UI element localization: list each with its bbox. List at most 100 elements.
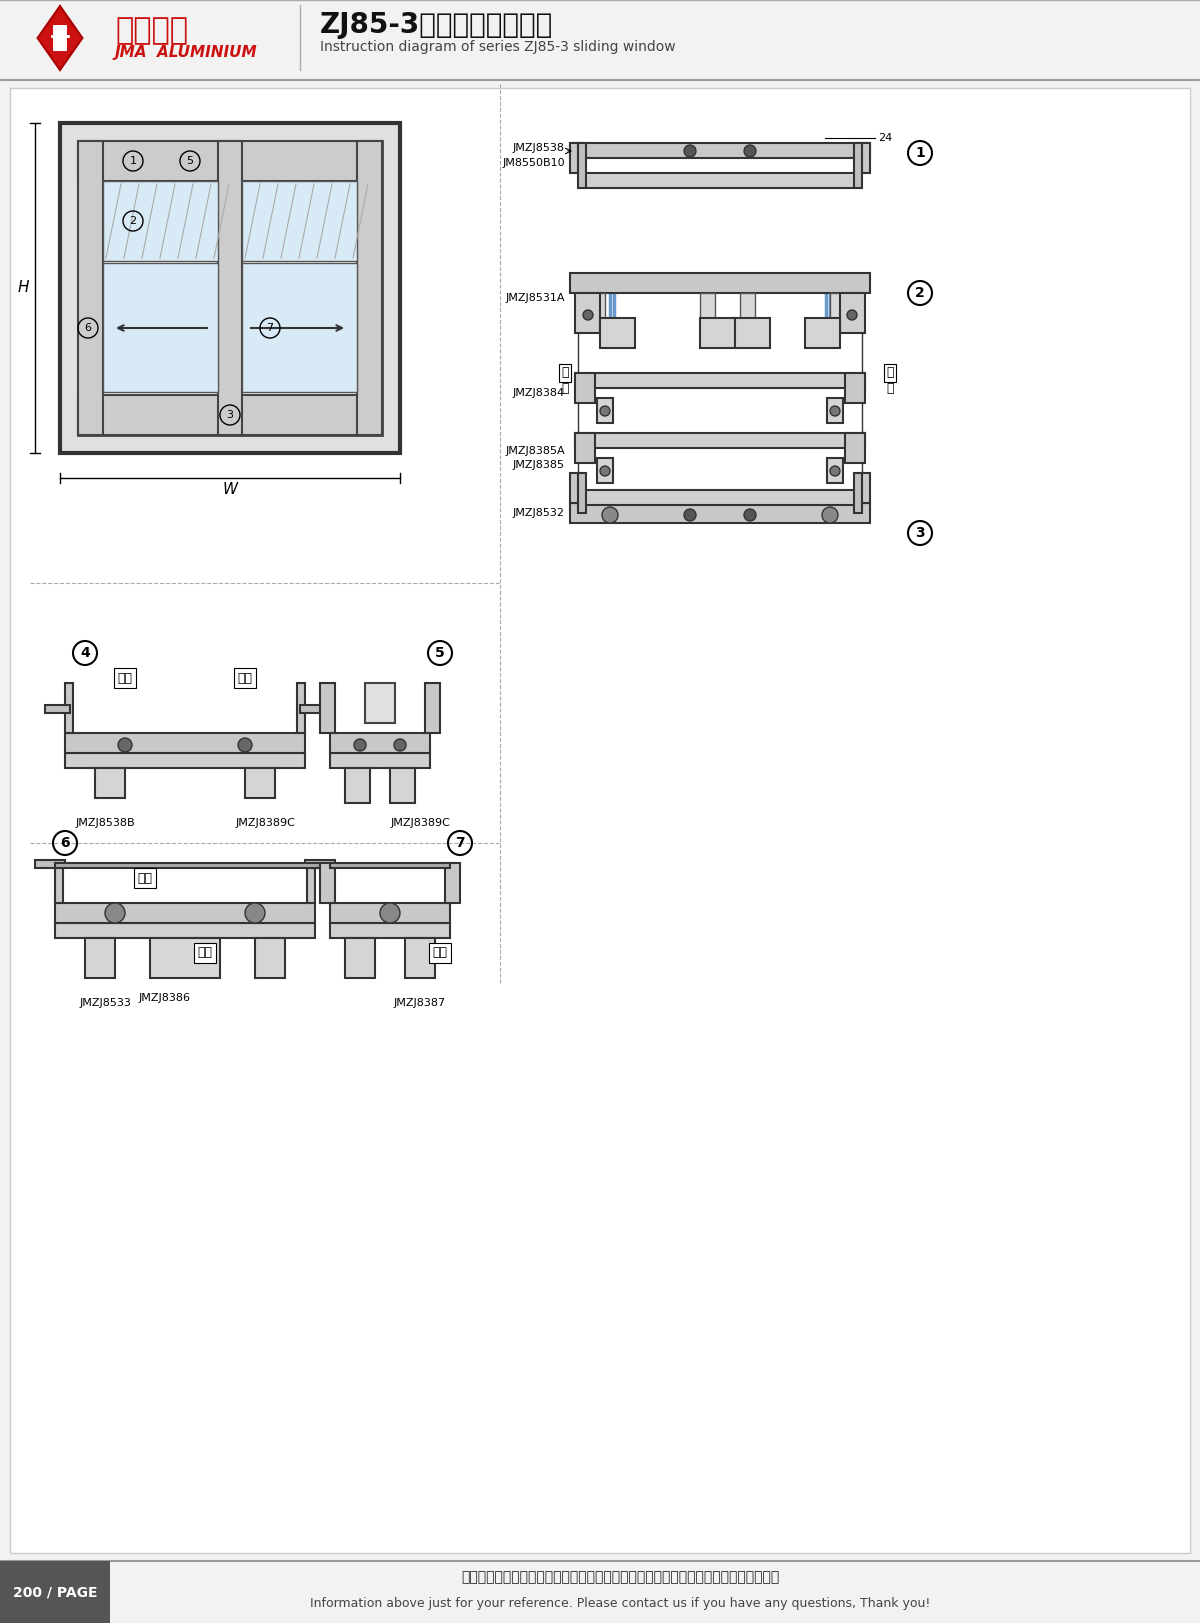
Bar (700, 294, 715, 323)
Bar (600, 318, 635, 347)
Circle shape (684, 510, 696, 521)
Bar (586, 174, 854, 188)
Text: JMZJ8385A: JMZJ8385A (505, 446, 565, 456)
Bar (598, 458, 613, 484)
Bar (65, 734, 305, 753)
Circle shape (354, 738, 366, 751)
Bar (103, 263, 218, 393)
Circle shape (380, 902, 400, 923)
Text: 室外: 室外 (238, 672, 252, 685)
Bar (575, 373, 595, 403)
Bar (0, 1561, 110, 1623)
Text: 7: 7 (266, 323, 274, 333)
Bar (85, 938, 115, 979)
Bar (300, 704, 325, 712)
Text: 6: 6 (60, 836, 70, 850)
Text: 室: 室 (887, 367, 894, 380)
Bar (330, 753, 430, 768)
Bar (365, 683, 395, 722)
Bar (570, 273, 870, 294)
Bar (575, 433, 595, 463)
Bar (570, 472, 582, 503)
Bar (65, 753, 305, 768)
Circle shape (394, 738, 406, 751)
Bar (854, 472, 862, 513)
Circle shape (106, 902, 125, 923)
Bar (445, 863, 460, 902)
Bar (358, 141, 382, 435)
Bar (245, 768, 275, 799)
Bar (330, 902, 450, 923)
Text: JMZJ8533: JMZJ8533 (79, 998, 131, 1008)
Bar (55, 923, 314, 938)
Text: 图中所示型材截面、装配、编号、尺寸及重量仅供参考。如有疑问，请向本公司查询。: 图中所示型材截面、装配、编号、尺寸及重量仅供参考。如有疑问，请向本公司查询。 (461, 1569, 779, 1584)
Text: 3: 3 (916, 526, 925, 540)
Bar (52, 24, 68, 52)
Circle shape (744, 144, 756, 157)
Text: W: W (222, 482, 238, 498)
Text: 室内: 室内 (118, 672, 132, 685)
Text: JMZJ8385: JMZJ8385 (514, 459, 565, 471)
Bar (55, 863, 325, 868)
Bar (858, 143, 870, 174)
Bar (242, 263, 358, 393)
Text: JMA  ALUMINIUM: JMA ALUMINIUM (115, 45, 258, 60)
Bar (65, 683, 73, 734)
Text: JMZJ8538: JMZJ8538 (514, 143, 565, 153)
Bar (590, 294, 605, 323)
Bar (346, 938, 374, 979)
Bar (55, 902, 314, 923)
Text: ZJ85-3系列推拉窗结构图: ZJ85-3系列推拉窗结构图 (320, 11, 553, 39)
Text: 坚美铝业: 坚美铝业 (115, 16, 188, 45)
Text: 1: 1 (130, 156, 137, 166)
Bar (60, 123, 400, 453)
Text: 室: 室 (562, 367, 569, 380)
Text: 3: 3 (227, 411, 234, 420)
Text: JMZJ8531A: JMZJ8531A (505, 294, 565, 304)
Bar (390, 768, 415, 803)
Text: Instruction diagram of series ZJ85-3 sliding window: Instruction diagram of series ZJ85-3 sli… (320, 41, 676, 54)
Circle shape (245, 902, 265, 923)
Bar (734, 318, 770, 347)
Bar (35, 860, 65, 868)
Bar (740, 294, 755, 323)
Text: JMZJ8387: JMZJ8387 (394, 998, 446, 1008)
Bar (298, 683, 305, 734)
Bar (307, 863, 314, 902)
Bar (578, 143, 586, 188)
Text: JMZJ8532: JMZJ8532 (514, 508, 565, 518)
Text: 5: 5 (186, 156, 193, 166)
Bar (578, 472, 586, 513)
Bar (46, 704, 70, 712)
Text: 2: 2 (130, 216, 137, 226)
Bar (700, 318, 734, 347)
Text: 24: 24 (878, 133, 893, 143)
Text: 内: 内 (562, 381, 569, 394)
Text: 室内: 室内 (432, 946, 448, 959)
Circle shape (583, 310, 593, 320)
Circle shape (847, 310, 857, 320)
Circle shape (600, 406, 610, 415)
Bar (55, 41, 65, 50)
Bar (805, 318, 840, 347)
Bar (78, 141, 382, 182)
Bar (320, 863, 335, 902)
Bar (320, 683, 335, 734)
Bar (425, 683, 440, 734)
Text: 2: 2 (916, 286, 925, 300)
Circle shape (118, 738, 132, 751)
Bar (78, 394, 382, 435)
Bar (845, 433, 865, 463)
Bar (346, 768, 370, 803)
Bar (858, 472, 870, 503)
Text: JMZJ8538B: JMZJ8538B (76, 818, 134, 828)
Circle shape (744, 510, 756, 521)
Bar (570, 503, 870, 523)
Bar (78, 141, 382, 435)
Bar (406, 938, 436, 979)
Bar (845, 373, 865, 403)
Bar (305, 860, 335, 868)
Text: JMZJ8384: JMZJ8384 (512, 388, 565, 398)
Bar (103, 182, 218, 261)
Text: 4: 4 (80, 646, 90, 661)
